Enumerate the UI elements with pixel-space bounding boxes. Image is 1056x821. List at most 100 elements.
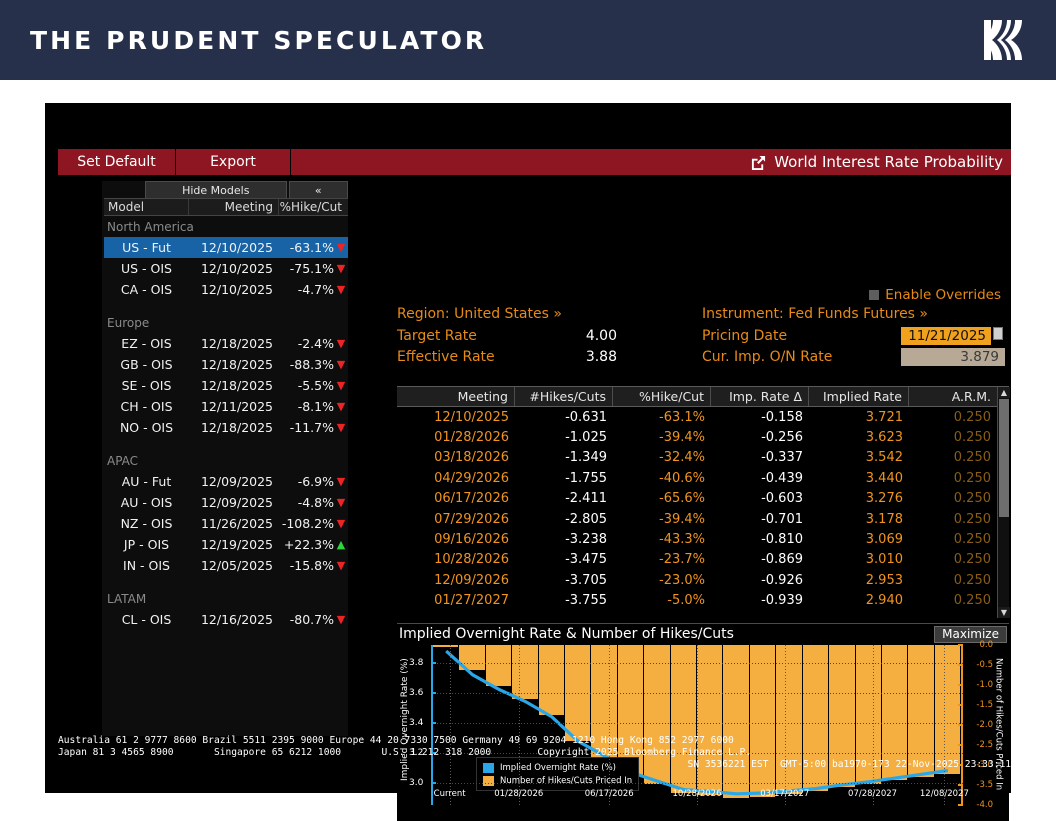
pricing-date-input[interactable]: 11/21/2025 xyxy=(901,326,991,345)
model-name: CH - OIS xyxy=(120,399,173,414)
table-row[interactable]: 10/28/2026 -3.475 -23.7% -0.869 3.010 0.250 xyxy=(397,550,1009,570)
scrollbar-thumb[interactable] xyxy=(999,399,1009,517)
table-row[interactable]: 03/18/2026 -1.349 -32.4% -0.337 3.542 0.250 xyxy=(397,448,1009,468)
model-meeting-date: 12/18/2025 xyxy=(200,357,273,372)
table-row[interactable]: 07/29/2026 -2.805 -39.4% -0.701 3.178 0.250 xyxy=(397,509,1009,529)
models-col-meeting[interactable]: Meeting xyxy=(189,199,279,215)
chart-ytick-mark xyxy=(431,751,436,754)
terminal-footer: Australia 61 2 9777 8600 Brazil 5511 239… xyxy=(58,735,1011,783)
models-list: North America US - Fut 12/10/2025 -63.1% ▼ US… xyxy=(102,216,348,630)
cell-pct: -65.6% xyxy=(659,491,705,507)
table-row[interactable]: 01/28/2026 -1.025 -39.4% -0.256 3.623 0.250 xyxy=(397,427,1009,447)
model-row[interactable]: JP - OIS 12/19/2025 +22.3% ▲ xyxy=(104,534,348,555)
cell-meeting: 01/28/2026 xyxy=(434,430,509,446)
set-default-button[interactable]: Set Default xyxy=(58,149,176,175)
enable-overrides-row[interactable]: Enable Overrides xyxy=(869,287,1001,303)
table-row[interactable]: 04/29/2026 -1.755 -40.6% -0.439 3.440 0.250 xyxy=(397,468,1009,488)
enable-overrides-checkbox[interactable] xyxy=(869,290,880,300)
model-row[interactable]: AU - OIS 12/09/2025 -4.8% ▼ xyxy=(104,492,348,513)
th-hikes-cuts[interactable]: #Hikes/Cuts xyxy=(515,387,613,406)
table-scrollbar[interactable]: ▲ ▼ xyxy=(997,387,1010,618)
model-row[interactable]: SE - OIS 12/18/2025 -5.5% ▼ xyxy=(104,375,348,396)
chart-plot-area: Implied Overnight Rate (%) Number of Hik… xyxy=(400,640,1004,810)
pricing-date-row: Pricing Date 11/21/2025 xyxy=(702,325,1009,346)
model-row[interactable]: IN - OIS 12/05/2025 -15.8% ▼ xyxy=(104,555,348,576)
cell-delta: -0.939 xyxy=(761,593,803,609)
model-direction-down-icon: ▼ xyxy=(336,379,346,392)
instrument-selector[interactable]: Instrument: Fed Funds Futures » xyxy=(702,306,928,322)
effective-rate-row: Effective Rate 3.88 xyxy=(397,346,697,367)
model-row[interactable]: AU - Fut 12/09/2025 -6.9% ▼ xyxy=(104,471,348,492)
collapse-panel-button[interactable]: « xyxy=(288,181,348,198)
th-arm[interactable]: A.R.M. xyxy=(951,389,991,404)
chart-title: Implied Overnight Rate & Number of Hikes… xyxy=(399,626,734,642)
scroll-up-arrow[interactable]: ▲ xyxy=(998,387,1010,398)
model-row[interactable]: CH - OIS 12/11/2025 -8.1% ▼ xyxy=(104,396,348,417)
scroll-down-arrow[interactable]: ▼ xyxy=(998,607,1010,618)
legend-label-hikes: Number of Hikes/Cuts Priced In xyxy=(500,775,633,786)
table-row[interactable]: 12/10/2025 -0.631 -63.1% -0.158 3.721 0.250 xyxy=(397,407,1009,427)
cell-implied-rate: 3.542 xyxy=(865,450,903,466)
calendar-icon[interactable] xyxy=(993,327,1003,340)
cell-delta: -0.256 xyxy=(761,430,803,446)
chart-gridline-v xyxy=(944,645,946,805)
external-link-icon[interactable] xyxy=(751,155,766,170)
table-row[interactable]: 12/09/2026 -3.705 -23.0% -0.926 2.953 0.250 xyxy=(397,570,1009,590)
table-row[interactable]: 01/27/2027 -3.755 -5.0% -0.939 2.940 0.250 xyxy=(397,591,1009,611)
model-direction-down-icon: ▼ xyxy=(336,337,346,350)
brand-header: THE PRUDENT SPECULATOR xyxy=(0,0,1056,80)
chart-y2-axis-label: Number of Hikes/Cuts Priced In xyxy=(993,657,1004,791)
cell-arm: 0.250 xyxy=(953,532,991,548)
chart-xtick-label: Current xyxy=(433,789,466,799)
chart-header: Implied Overnight Rate & Number of Hikes… xyxy=(397,624,1009,644)
table-row[interactable]: 06/17/2026 -2.411 -65.6% -0.603 3.276 0.250 xyxy=(397,489,1009,509)
cell-delta: -0.926 xyxy=(761,572,803,588)
footer-line-1: Australia 61 2 9777 8600 Brazil 5511 239… xyxy=(58,735,734,746)
model-name: NO - OIS xyxy=(119,420,174,435)
cell-delta: -0.603 xyxy=(761,491,803,507)
th-meeting[interactable]: Meeting xyxy=(397,387,515,406)
model-name: CL - OIS xyxy=(121,612,172,627)
chart-gridline-v xyxy=(697,645,698,805)
model-row[interactable]: GB - OIS 12/18/2025 -88.3% ▼ xyxy=(104,354,348,375)
model-pct-hike-cut: -5.5% xyxy=(297,378,334,393)
cell-pct: -39.4% xyxy=(659,430,705,446)
model-row[interactable]: CA - OIS 12/10/2025 -4.7% ▼ xyxy=(104,279,348,300)
table-row[interactable]: 09/16/2026 -3.238 -43.3% -0.810 3.069 0.250 xyxy=(397,529,1009,549)
chart-y2tick-label: -1.0 xyxy=(976,680,993,690)
th-imp-rate-delta[interactable]: Imp. Rate Δ xyxy=(711,387,809,406)
chart-xtick-label: 07/28/2027 xyxy=(848,789,898,799)
cur-imp-rate-value: 3.879 xyxy=(901,347,1005,366)
model-direction-down-icon: ▼ xyxy=(336,517,346,530)
model-name: SE - OIS xyxy=(121,378,172,393)
chart-bar xyxy=(723,645,749,798)
model-name: AU - Fut xyxy=(121,474,172,489)
model-pct-hike-cut: -75.1% xyxy=(289,261,334,276)
model-row[interactable]: EZ - OIS 12/18/2025 -2.4% ▼ xyxy=(104,333,348,354)
window-title-group: World Interest Rate Probability xyxy=(751,149,1003,175)
models-col-model[interactable]: Model xyxy=(104,199,189,215)
cell-implied-rate: 3.069 xyxy=(865,532,903,548)
model-group-header: Europe xyxy=(107,315,150,330)
model-row[interactable]: NZ - OIS 11/26/2025 -108.2% ▼ xyxy=(104,513,348,534)
model-row[interactable]: CL - OIS 12/16/2025 -80.7% ▼ xyxy=(104,609,348,630)
effective-rate-label: Effective Rate xyxy=(397,348,495,365)
cell-arm: 0.250 xyxy=(953,470,991,486)
th-pct-hike-cut[interactable]: %Hike/Cut xyxy=(613,387,711,406)
hide-models-button[interactable]: Hide Models xyxy=(145,181,287,198)
model-row[interactable]: US - Fut 12/10/2025 -63.1% ▼ xyxy=(104,237,348,258)
models-col-pct[interactable]: %Hike/Cut xyxy=(279,200,342,214)
cur-imp-rate-label: Cur. Imp. O/N Rate xyxy=(702,348,833,365)
maximize-button[interactable]: Maximize xyxy=(934,625,1007,643)
chart-x-axis: Current 01/28/2026 06/17/2026 10/28/2026 03/… xyxy=(431,787,969,801)
th-implied-rate[interactable]: Implied Rate xyxy=(809,387,909,406)
region-selector[interactable]: Region: United States » xyxy=(397,306,562,322)
model-row[interactable]: US - OIS 12/10/2025 -75.1% ▼ xyxy=(104,258,348,279)
footer-line-2: Japan 81 3 4565 8900 Singapore 65 6212 1… xyxy=(58,747,752,758)
model-name: EZ - OIS xyxy=(121,336,172,351)
chart-gridline-v xyxy=(872,645,874,805)
instrument-info-column: Instrument: Fed Funds Futures » Pricing … xyxy=(702,306,1009,367)
cell-delta: -0.158 xyxy=(761,409,803,425)
model-row[interactable]: NO - OIS 12/18/2025 -11.7% ▼ xyxy=(104,417,348,438)
export-button[interactable]: Export xyxy=(176,149,291,175)
